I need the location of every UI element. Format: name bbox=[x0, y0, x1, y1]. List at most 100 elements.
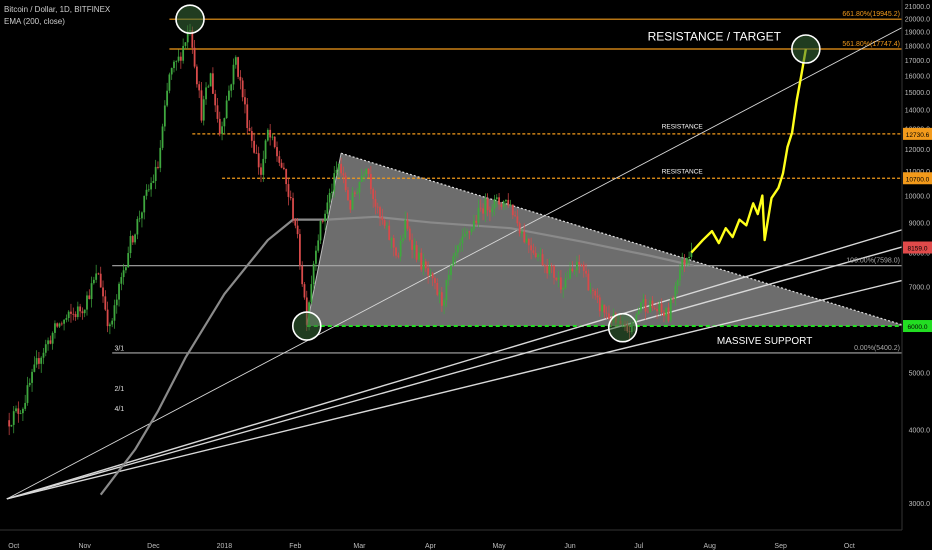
candle-body bbox=[58, 323, 61, 327]
candle-body bbox=[305, 297, 308, 325]
y-tick-label: 14000.0 bbox=[905, 108, 930, 115]
candle-body bbox=[383, 220, 386, 226]
candle-body bbox=[356, 192, 359, 194]
candle-body bbox=[486, 198, 489, 211]
y-tick-label: 16000.0 bbox=[905, 73, 930, 80]
level-label-fib-100: 100.00%(7598.0) bbox=[846, 258, 900, 265]
highlight-circle bbox=[175, 4, 205, 34]
candle-body bbox=[555, 277, 558, 280]
x-tick-label: Jul bbox=[634, 543, 643, 550]
candle-body bbox=[321, 220, 324, 222]
candle-body bbox=[198, 84, 201, 91]
candle-body bbox=[557, 277, 560, 280]
candle-body bbox=[127, 253, 130, 268]
x-tick-label: Apr bbox=[425, 543, 437, 550]
candle-body bbox=[683, 259, 686, 265]
candle-body bbox=[516, 216, 519, 224]
candle-body bbox=[342, 173, 345, 176]
candle-body bbox=[571, 268, 574, 272]
candle-body bbox=[234, 57, 237, 65]
fan-line bbox=[6, 229, 902, 500]
candle-body bbox=[353, 192, 356, 194]
candle-body bbox=[145, 189, 148, 196]
candle-body bbox=[642, 299, 645, 303]
candle-body bbox=[292, 198, 294, 220]
price-badge-label: 12730.6 bbox=[906, 132, 930, 139]
candle-body bbox=[644, 299, 647, 312]
candle-body bbox=[102, 287, 104, 297]
candle-body bbox=[509, 204, 512, 206]
candle-body bbox=[10, 424, 13, 427]
candle-body bbox=[420, 252, 423, 270]
candle-body bbox=[660, 303, 663, 313]
candle-body bbox=[212, 73, 214, 94]
candle-body bbox=[280, 162, 283, 168]
candle-body bbox=[38, 358, 40, 364]
candle-body bbox=[184, 42, 187, 46]
x-tick-label: May bbox=[492, 543, 506, 550]
candle-body bbox=[17, 408, 20, 414]
candle-body bbox=[250, 131, 253, 141]
candle-body bbox=[326, 202, 329, 214]
candle-body bbox=[427, 268, 430, 276]
price-badge-label: 10700.0 bbox=[906, 176, 930, 183]
candle-body bbox=[294, 219, 297, 226]
candle-body bbox=[443, 300, 446, 306]
y-tick-label: 21000.0 bbox=[905, 4, 930, 11]
candle-body bbox=[310, 284, 313, 303]
candle-body bbox=[257, 153, 260, 168]
fan-line-label: 4/1 bbox=[114, 406, 124, 413]
candle-body bbox=[168, 74, 171, 91]
candle-body bbox=[317, 240, 320, 251]
candle-body bbox=[434, 278, 436, 283]
candle-body bbox=[415, 245, 418, 260]
candle-body bbox=[51, 332, 54, 344]
candle-body bbox=[663, 312, 665, 317]
candle-body bbox=[489, 210, 491, 213]
candle-body bbox=[8, 420, 11, 427]
candle-body bbox=[79, 306, 82, 312]
candle-body bbox=[388, 225, 391, 240]
candle-body bbox=[576, 261, 578, 271]
candle-body bbox=[656, 308, 658, 312]
candle-body bbox=[665, 307, 668, 317]
candle-body bbox=[95, 273, 98, 280]
candle-body bbox=[546, 265, 549, 274]
candle-body bbox=[182, 45, 185, 61]
price-badge-label: 6000.0 bbox=[908, 324, 928, 331]
triangle-left-edge bbox=[306, 153, 342, 327]
candle-body bbox=[200, 90, 203, 121]
candle-body bbox=[49, 340, 52, 344]
candle-body bbox=[688, 256, 690, 259]
x-tick-label: 2018 bbox=[217, 543, 233, 550]
candle-body bbox=[459, 243, 462, 246]
candle-body bbox=[40, 357, 43, 364]
candle-body bbox=[578, 261, 581, 265]
candle-body bbox=[239, 76, 242, 81]
candle-body bbox=[566, 278, 569, 280]
candle-body bbox=[548, 265, 551, 274]
x-tick-label: Jun bbox=[564, 543, 575, 550]
candle-body bbox=[472, 220, 475, 229]
candle-body bbox=[166, 90, 169, 106]
candle-body bbox=[582, 264, 585, 271]
price-badge-label: 8159.0 bbox=[908, 246, 928, 253]
candle-body bbox=[690, 251, 693, 257]
candle-body bbox=[191, 30, 194, 48]
candle-body bbox=[65, 318, 68, 320]
candle-body bbox=[580, 264, 583, 266]
candle-body bbox=[587, 273, 590, 291]
candle-body bbox=[649, 300, 652, 313]
candle-body bbox=[358, 182, 361, 193]
fan-line bbox=[6, 279, 902, 500]
price-badge bbox=[903, 127, 932, 140]
candle-body bbox=[221, 126, 223, 134]
y-tick-label: 8000.0 bbox=[909, 251, 931, 258]
candle-body bbox=[88, 295, 91, 300]
candle-body bbox=[92, 279, 95, 284]
candle-body bbox=[534, 252, 537, 258]
candle-body bbox=[125, 267, 127, 271]
candle-body bbox=[159, 147, 162, 168]
candle-body bbox=[269, 129, 272, 138]
